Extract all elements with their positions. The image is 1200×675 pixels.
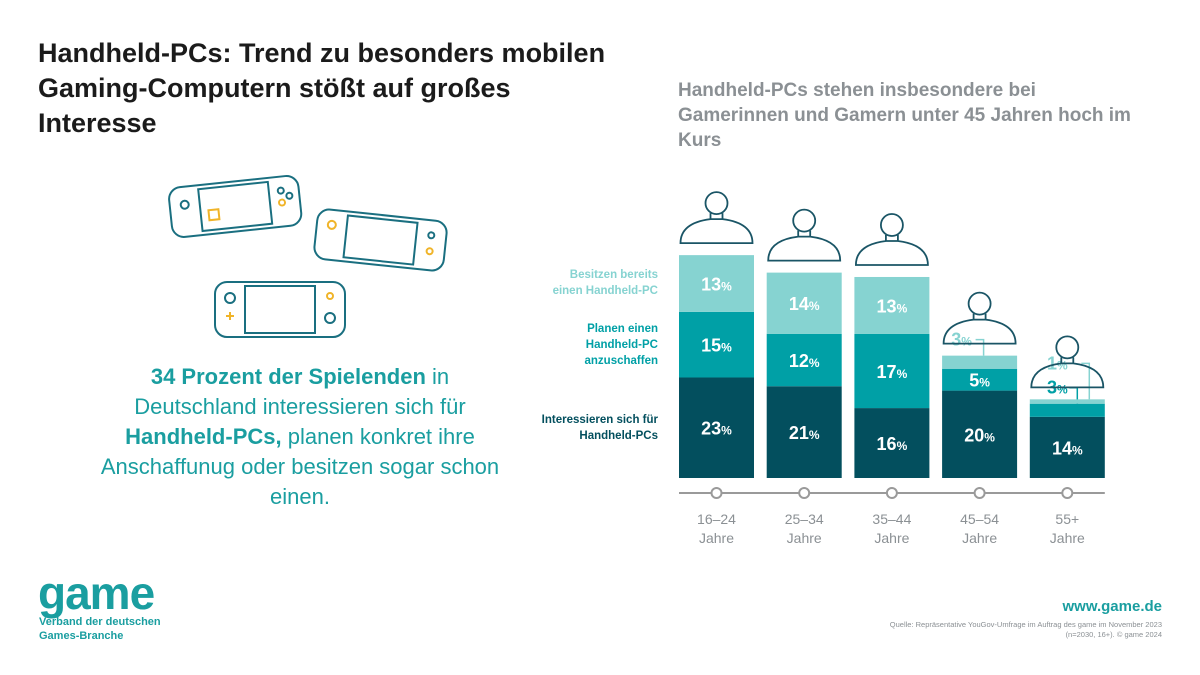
x-tick-label: 35–44 Jahre [872,511,911,546]
bar-segment [766,272,842,334]
data-label: 20% [964,425,995,445]
bar-segment [1029,399,1105,404]
legend-owned: Besitzen bereits einen Handheld-PC [552,269,658,297]
handheld-icon [168,174,303,238]
x-tick-label: 16–24 Jahre [697,511,736,546]
data-label: 13% [701,275,732,295]
bar-segment [766,333,842,387]
handheld-consoles-illustration [168,174,448,338]
person-icon [854,213,929,266]
data-label: 13% [877,296,908,316]
person-icon [942,291,1017,345]
data-label: 5% [969,371,990,391]
data-label: 3% [951,330,972,350]
lead-text-part: planen konkret ihre Anschaffunug oder be… [100,424,500,509]
data-label: 21% [789,423,820,443]
legend-interested: Interessieren sich für Handheld-PCs [541,414,658,442]
bar-segment [854,333,930,409]
bar-segment [942,390,1018,478]
x-tick-label: 45–54 Jahre [960,511,999,546]
bar-segment [942,355,1018,369]
website-link[interactable]: www.game.de [1062,598,1162,615]
person-icon [1030,335,1105,389]
game-logo: game [38,567,155,619]
bar-segment [679,311,754,378]
data-label: 15% [701,336,732,356]
bar-segment [854,276,930,334]
data-label: 14% [1052,438,1083,458]
data-label: 14% [789,294,820,314]
label-connector [1081,362,1091,400]
person-icon [767,208,842,262]
axis-marker [1061,487,1074,499]
bar-segment [942,368,1018,391]
lead-highlight: 34 Prozent der Spielenden [150,364,426,389]
bar-segment [679,377,754,478]
chart-title: Handheld-PCs stehen insbesondere bei Gam… [678,80,1131,151]
label-connector [975,338,985,356]
x-tick-label: 55+ Jahre [1050,511,1085,546]
x-tick-label: 25–34 Jahre [785,511,824,546]
bar-segment [679,255,754,312]
lead-highlight: Handheld-PCs, [125,424,282,449]
axis-marker [798,487,811,499]
bar-segment [854,408,930,478]
source-note: Quelle: Repräsentative YouGov-Umfrage im… [889,620,1162,639]
data-label: 16% [877,434,908,454]
legend-planned: Planen einen Handheld-PC anzuschaffen [584,323,659,367]
person-icon [679,191,754,245]
page-title: Handheld-PCs: Trend zu besonders mobilen… [38,38,606,138]
lead-text-part: in Deutschland interessieren sich für [134,364,466,419]
bar-segment [1029,403,1105,417]
axis-marker [710,487,723,499]
data-label: 17% [877,362,908,382]
data-label: 23% [701,419,732,439]
axis-marker [973,487,986,499]
data-label: 12% [789,351,820,371]
lead-text: 34 Prozent der Spielenden in Deutschland… [90,362,510,512]
axis-marker [885,487,898,499]
bar-segment [766,386,842,478]
handheld-icon [313,208,448,272]
bar-segment [1029,416,1105,478]
logo-subtitle: Verband der deutschen Games-Branche [39,616,161,642]
handheld-icon [214,281,346,338]
